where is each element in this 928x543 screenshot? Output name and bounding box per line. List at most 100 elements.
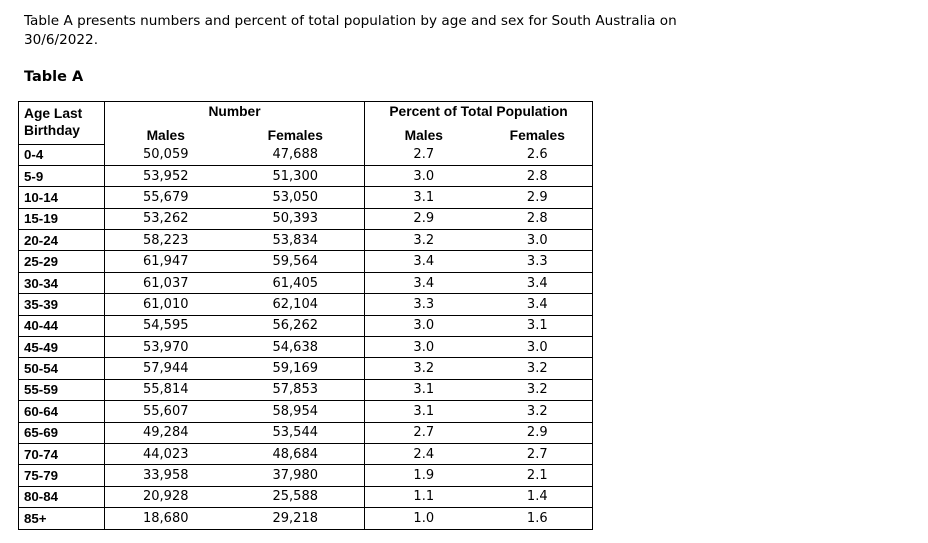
number-females-header: Females bbox=[267, 128, 323, 143]
males-percent-cell: 3.0 bbox=[364, 315, 483, 338]
males-count-cell: 53,952 bbox=[104, 165, 227, 188]
females-percent-cell: 3.1 bbox=[482, 315, 594, 338]
age-cell: 25-29 bbox=[18, 250, 105, 273]
females-count-cell: 48,684 bbox=[226, 443, 365, 466]
males-percent-cell: 3.4 bbox=[364, 272, 483, 295]
age-cell: 0-4 bbox=[18, 144, 105, 166]
males-percent-cell: 2.7 bbox=[364, 144, 483, 166]
table-row: 40-44 54,595 56,262 3.0 3.1 bbox=[18, 315, 594, 338]
males-count-cell: 61,010 bbox=[104, 293, 227, 316]
females-count-cell: 59,564 bbox=[226, 250, 365, 273]
males-percent-cell: 3.4 bbox=[364, 250, 483, 273]
age-cell: 10-14 bbox=[18, 186, 105, 209]
females-percent-cell: 2.9 bbox=[482, 186, 594, 209]
males-count-cell: 20,928 bbox=[104, 486, 227, 509]
table-row: 45-49 53,970 54,638 3.0 3.0 bbox=[18, 336, 594, 359]
table-row: 15-19 53,262 50,393 2.9 2.8 bbox=[18, 208, 594, 231]
females-count-cell: 53,544 bbox=[226, 422, 365, 444]
percent-header: Percent of Total Population bbox=[364, 101, 594, 121]
males-count-cell: 50,059 bbox=[104, 144, 227, 166]
age-header: Age Last Birthday bbox=[18, 101, 105, 145]
population-table: Age Last Birthday Number Percent of Tota… bbox=[18, 101, 594, 530]
females-count-cell: 25,588 bbox=[226, 486, 365, 509]
females-count-cell: 61,405 bbox=[226, 272, 365, 295]
males-count-cell: 55,607 bbox=[104, 400, 227, 423]
males-percent-cell: 1.0 bbox=[364, 507, 483, 530]
females-percent-cell: 1.6 bbox=[482, 507, 594, 530]
table-row: 60-64 55,607 58,954 3.1 3.2 bbox=[18, 400, 594, 423]
table-row: 20-24 58,223 53,834 3.2 3.0 bbox=[18, 229, 594, 252]
females-count-cell: 29,218 bbox=[226, 507, 365, 530]
males-count-cell: 55,679 bbox=[104, 186, 227, 209]
females-percent-cell: 2.7 bbox=[482, 443, 594, 466]
table-body: 0-4 50,059 47,688 2.7 2.6 5-9 53,952 51,300 3.0 2… bbox=[18, 144, 594, 530]
females-percent-cell: 3.4 bbox=[482, 272, 594, 295]
percent-males-header: Males bbox=[364, 121, 483, 144]
age-cell: 60-64 bbox=[18, 400, 105, 423]
number-header: Number bbox=[103, 101, 366, 121]
females-percent-cell: 3.2 bbox=[482, 400, 594, 423]
females-percent-cell: 2.8 bbox=[482, 165, 594, 188]
table-row: 10-14 55,679 53,050 3.1 2.9 bbox=[18, 186, 594, 209]
table-row: 70-74 44,023 48,684 2.4 2.7 bbox=[18, 443, 594, 466]
males-percent-cell: 3.0 bbox=[364, 165, 483, 188]
males-count-cell: 44,023 bbox=[104, 443, 227, 466]
males-count-cell: 49,284 bbox=[104, 422, 227, 444]
males-count-cell: 57,944 bbox=[104, 357, 227, 380]
females-count-cell: 53,834 bbox=[226, 229, 365, 252]
table-row: 75-79 33,958 37,980 1.9 2.1 bbox=[18, 464, 594, 487]
table-row: 65-69 49,284 53,544 2.7 2.9 bbox=[18, 422, 594, 444]
males-count-cell: 33,958 bbox=[104, 464, 227, 487]
table-row: 0-4 50,059 47,688 2.7 2.6 bbox=[18, 144, 594, 166]
females-percent-cell: 3.0 bbox=[482, 336, 594, 359]
males-percent-cell: 3.0 bbox=[364, 336, 483, 359]
females-percent-cell: 1.4 bbox=[482, 486, 594, 509]
age-cell: 45-49 bbox=[18, 336, 105, 359]
females-percent-cell: 3.0 bbox=[482, 229, 594, 252]
table-row: 50-54 57,944 59,169 3.2 3.2 bbox=[18, 357, 594, 380]
males-percent-cell: 2.9 bbox=[364, 208, 483, 231]
table-caption: Table A bbox=[24, 69, 84, 85]
males-count-cell: 58,223 bbox=[104, 229, 227, 252]
males-count-cell: 55,814 bbox=[104, 379, 227, 402]
age-cell: 40-44 bbox=[18, 315, 105, 338]
intro-text: Table A presents numbers and percent of … bbox=[24, 13, 677, 48]
males-percent-cell: 2.7 bbox=[364, 422, 483, 444]
males-percent-cell: 3.2 bbox=[364, 357, 483, 380]
females-count-cell: 54,638 bbox=[226, 336, 365, 359]
females-count-cell: 51,300 bbox=[226, 165, 365, 188]
females-count-cell: 56,262 bbox=[226, 315, 365, 338]
table-row: 25-29 61,947 59,564 3.4 3.3 bbox=[18, 250, 594, 273]
age-cell: 15-19 bbox=[18, 208, 105, 231]
females-count-cell: 59,169 bbox=[226, 357, 365, 380]
females-percent-cell: 3.2 bbox=[482, 379, 594, 402]
females-percent-cell: 2.6 bbox=[482, 144, 594, 166]
age-cell: 5-9 bbox=[18, 165, 105, 188]
males-count-cell: 61,947 bbox=[104, 250, 227, 273]
table-row: 35-39 61,010 62,104 3.3 3.4 bbox=[18, 293, 594, 316]
table-row: 5-9 53,952 51,300 3.0 2.8 bbox=[18, 165, 594, 188]
males-count-cell: 18,680 bbox=[104, 507, 227, 530]
males-percent-cell: 3.1 bbox=[364, 186, 483, 209]
males-percent-cell: 2.4 bbox=[364, 443, 483, 466]
females-percent-cell: 2.8 bbox=[482, 208, 594, 231]
age-cell: 75-79 bbox=[18, 464, 105, 487]
males-count-cell: 54,595 bbox=[104, 315, 227, 338]
females-count-cell: 57,853 bbox=[226, 379, 365, 402]
age-cell: 35-39 bbox=[18, 293, 105, 316]
males-count-cell: 53,262 bbox=[104, 208, 227, 231]
females-count-cell: 37,980 bbox=[226, 464, 365, 487]
males-count-cell: 61,037 bbox=[104, 272, 227, 295]
males-percent-cell: 3.1 bbox=[364, 379, 483, 402]
females-count-cell: 58,954 bbox=[226, 400, 365, 423]
age-cell: 65-69 bbox=[18, 422, 105, 444]
age-cell: 30-34 bbox=[18, 272, 105, 295]
males-percent-cell: 1.9 bbox=[364, 464, 483, 487]
age-cell: 50-54 bbox=[18, 357, 105, 380]
number-males-header: Males bbox=[104, 121, 227, 144]
table-row: 55-59 55,814 57,853 3.1 3.2 bbox=[18, 379, 594, 402]
age-cell: 80-84 bbox=[18, 486, 105, 509]
females-percent-cell: 3.4 bbox=[482, 293, 594, 316]
females-percent-cell: 2.1 bbox=[482, 464, 594, 487]
females-count-cell: 62,104 bbox=[226, 293, 365, 316]
